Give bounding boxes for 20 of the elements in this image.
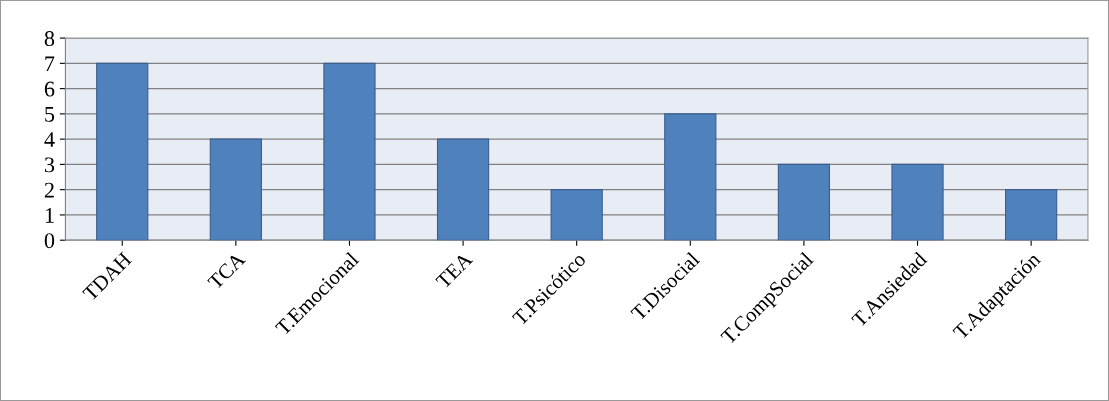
y-tick-label: 4 [44,132,55,147]
y-tick-label: 7 [45,56,55,72]
bar [664,113,717,241]
y-tick-label: 6 [44,81,55,97]
y-tick-label: 0 [44,233,55,249]
bar [1005,189,1058,241]
y-tick-label: 8 [44,31,55,47]
bar [550,189,603,241]
bar [891,163,944,241]
y-tick-label: 2 [44,182,54,198]
bar [323,62,376,241]
bar [436,138,490,241]
y-tick-label: 5 [45,107,55,122]
bar [96,62,149,241]
y-tick-label: 1 [45,207,54,223]
x-tick-label: TCA [207,251,247,291]
x-tick-label: TEA [435,251,474,290]
bar [209,138,262,241]
y-tick-label: 3 [44,157,55,173]
bar [777,163,831,241]
